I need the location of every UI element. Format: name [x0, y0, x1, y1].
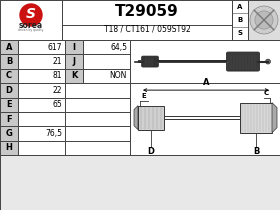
Polygon shape: [134, 106, 138, 130]
Text: 22: 22: [53, 86, 62, 95]
Bar: [65, 112, 130, 126]
Polygon shape: [272, 103, 277, 133]
Text: 21: 21: [53, 57, 62, 66]
Text: sorea: sorea: [19, 21, 43, 30]
Text: 65: 65: [52, 100, 62, 109]
Text: B: B: [237, 17, 243, 23]
Text: 617: 617: [48, 43, 62, 52]
Bar: [18, 54, 65, 69]
Bar: [130, 40, 280, 83]
Bar: [65, 54, 83, 69]
FancyBboxPatch shape: [227, 52, 260, 71]
Bar: [83, 54, 130, 69]
FancyBboxPatch shape: [141, 56, 158, 67]
Bar: [18, 40, 65, 54]
Text: E: E: [6, 100, 12, 109]
Text: 64,5: 64,5: [110, 43, 127, 52]
Bar: [0, 155, 280, 210]
Bar: [65, 126, 130, 141]
Bar: [65, 141, 130, 155]
Text: E: E: [141, 93, 146, 99]
Text: D: D: [148, 147, 155, 155]
Text: A: A: [6, 43, 12, 52]
Text: K: K: [71, 71, 77, 80]
Text: B: B: [253, 147, 259, 155]
Text: F: F: [6, 115, 12, 123]
Bar: [0, 83, 18, 97]
Bar: [0, 69, 18, 83]
Text: T29059: T29059: [115, 4, 179, 20]
Bar: [18, 83, 65, 97]
Bar: [130, 83, 280, 155]
Bar: [240, 103, 272, 133]
Text: 76,5: 76,5: [45, 129, 62, 138]
Bar: [83, 40, 130, 54]
Bar: [18, 126, 65, 141]
Bar: [248, 0, 280, 40]
Text: NON: NON: [110, 71, 127, 80]
Bar: [0, 141, 18, 155]
Bar: [0, 54, 18, 69]
Text: I: I: [73, 43, 76, 52]
Text: S: S: [237, 30, 242, 36]
Text: driven by quality: driven by quality: [18, 28, 44, 32]
Bar: [0, 126, 18, 141]
Circle shape: [20, 4, 42, 26]
Text: S: S: [26, 8, 36, 21]
Bar: [83, 69, 130, 83]
Bar: [0, 0, 62, 40]
Bar: [65, 97, 130, 112]
Bar: [65, 40, 83, 54]
Bar: [65, 69, 83, 83]
Text: 81: 81: [53, 71, 62, 80]
Circle shape: [265, 59, 270, 64]
Bar: [0, 40, 18, 54]
Text: B: B: [6, 57, 12, 66]
Text: A: A: [203, 78, 209, 87]
Text: G: G: [6, 129, 12, 138]
Bar: [18, 97, 65, 112]
Circle shape: [255, 11, 273, 29]
Text: C: C: [6, 71, 12, 80]
Circle shape: [250, 6, 278, 34]
Bar: [18, 69, 65, 83]
Bar: [62, 0, 232, 40]
Bar: [0, 112, 18, 126]
Text: J: J: [73, 57, 76, 66]
Text: C: C: [264, 90, 269, 96]
Bar: [65, 83, 130, 97]
Bar: [138, 106, 164, 130]
Bar: [0, 97, 18, 112]
Bar: [138, 60, 141, 63]
Text: T18 / CT161 / 059ST92: T18 / CT161 / 059ST92: [104, 25, 190, 34]
Bar: [18, 141, 65, 155]
Text: H: H: [6, 143, 12, 152]
Bar: [157, 60, 228, 63]
Bar: [232, 0, 248, 40]
Text: D: D: [6, 86, 13, 95]
Bar: [130, 40, 280, 155]
Text: A: A: [237, 4, 243, 10]
Bar: [18, 112, 65, 126]
